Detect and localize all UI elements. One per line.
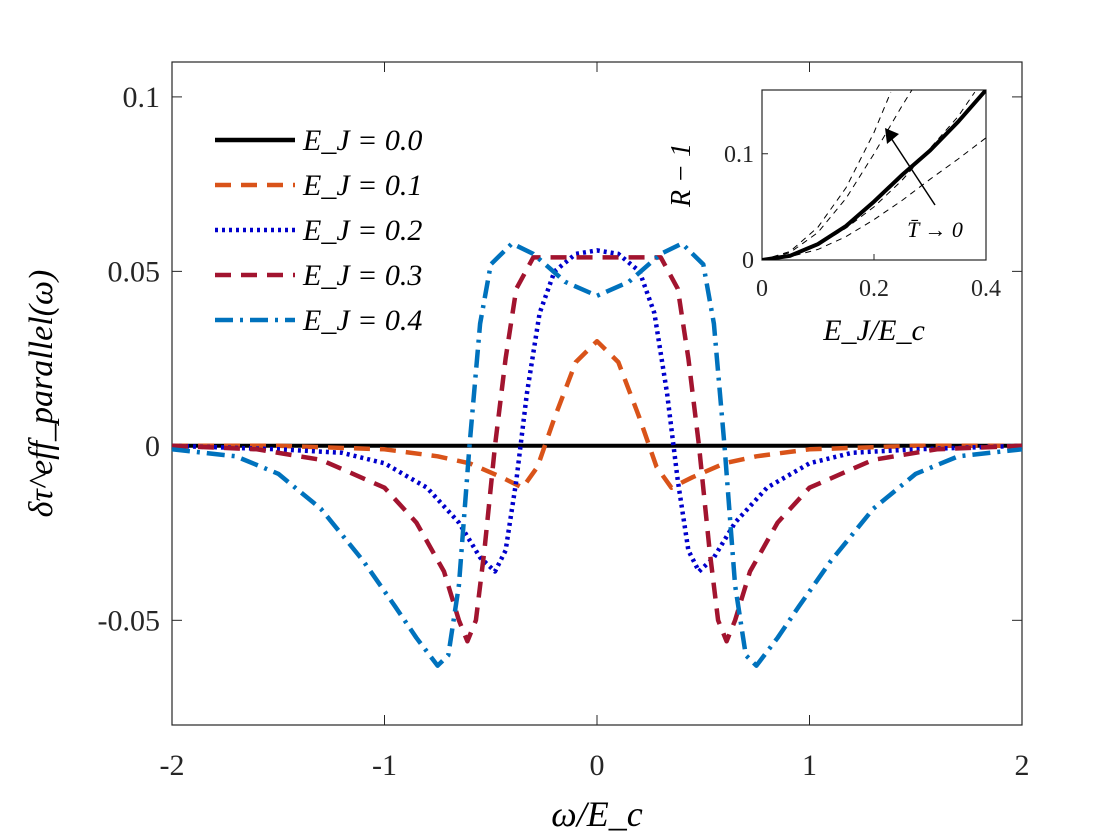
inset-x-tick-label: 0.2 [859,276,889,302]
series-line-e-j-0-2 [171,248,1023,574]
inset-x-tick-label: 0 [756,276,768,302]
x-tick-label: -2 [160,749,185,782]
inset-y-tick-label: 0.1 [724,142,754,168]
arrow-head-icon [885,128,899,144]
inset-x-axis-label: E_J/E_c [822,314,925,347]
y-tick-label: 0 [145,430,160,463]
inset-y-tick-label: 0 [742,248,754,274]
legend-label: E_J = 0.0 [302,124,422,157]
legend-label: E_J = 0.1 [302,169,422,202]
inset-area [761,89,987,261]
y-tick-label: 0.05 [108,255,161,288]
x-tick-label: 2 [1015,749,1030,782]
inset-y-axis-label: R − 1 [666,143,697,208]
y-tick-label: -0.05 [98,604,161,637]
y-tick-label: 0.1 [123,81,161,114]
y-axis-label: δτ^eff_parallel(ω) [23,270,60,518]
inset-x-tick-label: 0.4 [971,276,1001,302]
legend-label: E_J = 0.4 [302,304,422,337]
inset-line-dashed-d [762,137,986,260]
arrow-shaft [890,137,936,206]
inset-line-dashed-a [762,91,892,260]
x-tick-label: 1 [802,749,817,782]
inset-plot: 0 0.2 0.4 0 0.1 E_J/E_c R − 1 T̄ → 0 [666,89,1001,347]
series-line-e-j-0-3 [171,255,1023,644]
x-tick-label: 0 [590,749,605,782]
inset-line-dashed-c [762,91,976,260]
x-tick-label: -1 [372,749,397,782]
legend-label: E_J = 0.3 [302,259,422,292]
inset-annotation: T̄ → 0 [907,217,963,242]
legend-label: E_J = 0.2 [302,214,422,247]
series-line-e-j-0-1 [172,338,1022,490]
x-axis-label: ω/E_c [551,794,642,834]
